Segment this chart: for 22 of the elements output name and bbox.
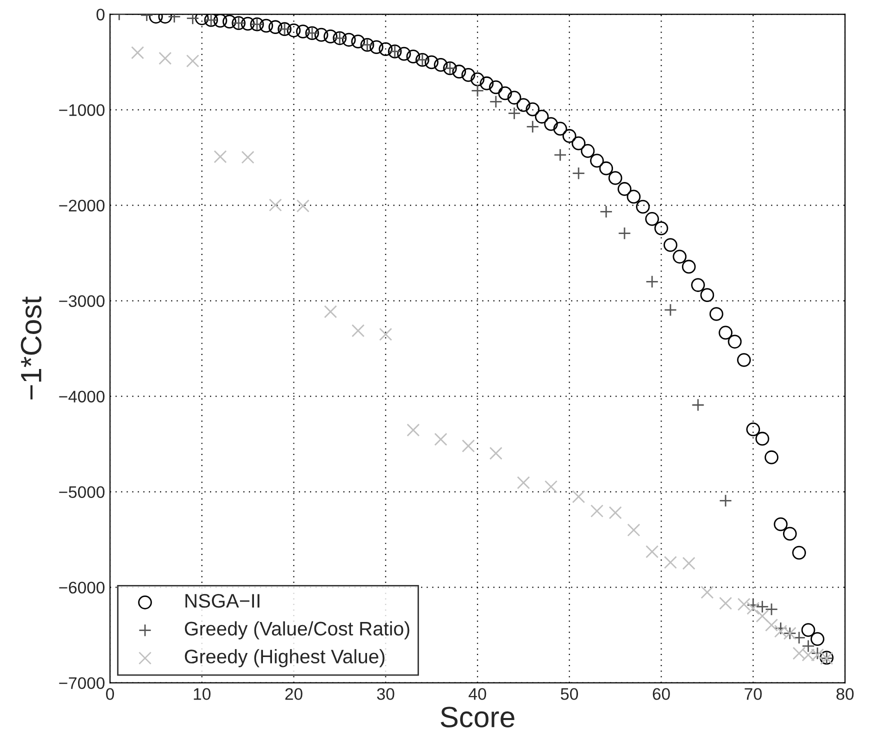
x-tick-label: 80 [836,688,854,700]
legend-label: Greedy (Value/Cost Ratio) [184,621,410,640]
x-tick-label: 0 [106,688,114,700]
x-tick-label: 50 [560,688,578,700]
x-tick-label: 40 [468,688,486,700]
y-tick-label: −7000 [59,677,105,690]
y-tick-label: −4000 [59,390,105,403]
y-tick-label: 0 [96,8,105,20]
legend-label: NSGA−II [186,594,260,608]
y-tick-label: −5000 [59,486,105,498]
legend-label: Greedy (Highest Value) [184,649,384,668]
x-tick-label: 70 [744,688,762,700]
y-tick-label: −1000 [59,104,105,116]
y-tick-label: −2000 [59,200,105,212]
x-tick-label: 60 [652,688,670,700]
x-tick-label: 10 [194,688,211,700]
x-tick-label: 20 [285,688,302,700]
y-tick-label: −6000 [59,582,105,594]
x-tick-label: 30 [377,688,394,700]
x-axis-title: Score [440,706,514,728]
y-tick-label: −3000 [59,295,105,308]
y-axis-title: −1*Cost [20,296,42,400]
